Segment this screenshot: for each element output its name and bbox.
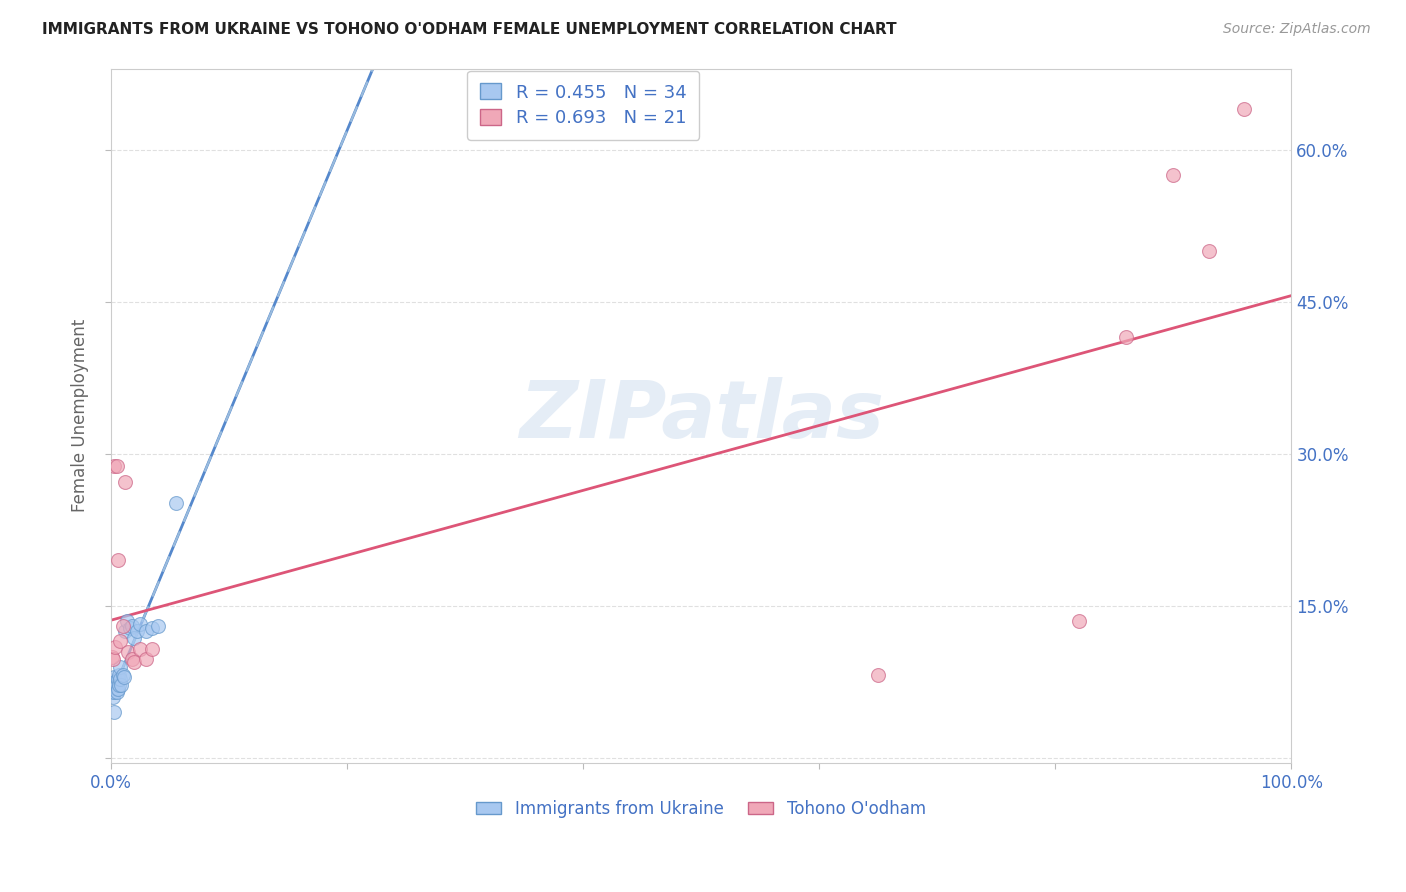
- Point: [1115, 330, 1137, 344]
- Point: [121, 651, 143, 665]
- Point: [135, 651, 157, 665]
- Point: [129, 641, 152, 656]
- Point: [105, 682, 128, 697]
- Point: [105, 685, 128, 699]
- Point: [101, 680, 124, 694]
- Text: ZIPatlas: ZIPatlas: [519, 376, 883, 455]
- Point: [103, 458, 125, 473]
- Point: [1233, 102, 1256, 116]
- Point: [108, 668, 131, 682]
- Point: [117, 644, 139, 658]
- Point: [107, 682, 129, 697]
- Point: [110, 678, 132, 692]
- Point: [114, 475, 136, 490]
- Point: [108, 678, 131, 692]
- Point: [101, 649, 124, 664]
- Point: [110, 660, 132, 674]
- Point: [141, 641, 163, 656]
- Point: [110, 672, 132, 686]
- Point: [105, 458, 128, 473]
- Point: [103, 706, 125, 720]
- Point: [1067, 614, 1090, 628]
- Point: [868, 668, 890, 682]
- Point: [104, 680, 127, 694]
- Point: [107, 553, 129, 567]
- Point: [101, 678, 124, 692]
- Legend: Immigrants from Ukraine, Tohono O'odham: Immigrants from Ukraine, Tohono O'odham: [470, 793, 932, 824]
- Point: [103, 675, 125, 690]
- Point: [165, 495, 187, 509]
- Point: [1163, 168, 1185, 182]
- Point: [104, 675, 127, 690]
- Point: [124, 632, 146, 646]
- Point: [112, 670, 135, 684]
- Point: [111, 619, 134, 633]
- Point: [141, 621, 163, 635]
- Point: [103, 670, 125, 684]
- Point: [103, 685, 125, 699]
- Point: [125, 624, 148, 639]
- Point: [117, 614, 139, 628]
- Point: [104, 640, 127, 654]
- Point: [101, 685, 124, 699]
- Text: IMMIGRANTS FROM UKRAINE VS TOHONO O'ODHAM FEMALE UNEMPLOYMENT CORRELATION CHART: IMMIGRANTS FROM UKRAINE VS TOHONO O'ODHA…: [42, 22, 897, 37]
- Point: [107, 672, 129, 686]
- Point: [101, 690, 124, 705]
- Point: [111, 668, 134, 682]
- Point: [146, 619, 169, 633]
- Text: Source: ZipAtlas.com: Source: ZipAtlas.com: [1223, 22, 1371, 37]
- Point: [118, 621, 141, 635]
- Point: [101, 682, 124, 697]
- Point: [114, 624, 136, 639]
- Point: [124, 655, 146, 669]
- Point: [135, 624, 157, 639]
- Y-axis label: Female Unemployment: Female Unemployment: [72, 319, 89, 512]
- Point: [110, 634, 132, 648]
- Point: [101, 651, 124, 665]
- Point: [121, 619, 143, 633]
- Point: [105, 678, 128, 692]
- Point: [1198, 244, 1220, 258]
- Point: [129, 617, 152, 632]
